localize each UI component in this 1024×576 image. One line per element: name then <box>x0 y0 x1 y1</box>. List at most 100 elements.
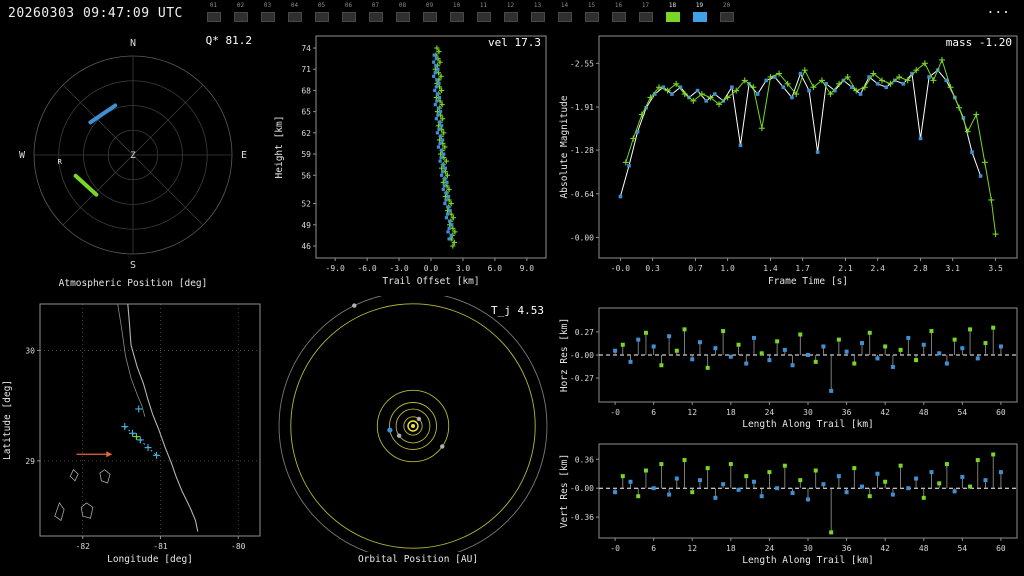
frame-number: 15 <box>578 2 605 10</box>
frame-17[interactable]: 17 <box>632 2 659 22</box>
svg-text:N: N <box>130 38 136 49</box>
frame-box <box>423 12 437 22</box>
frame-02[interactable]: 02 <box>227 2 254 22</box>
frame-number: 01 <box>200 2 227 10</box>
svg-text:42: 42 <box>880 544 890 553</box>
y-axis-label: Latitude [deg] <box>2 380 13 460</box>
frame-04[interactable]: 04 <box>281 2 308 22</box>
svg-text:1.4: 1.4 <box>763 264 778 273</box>
axes-frame <box>599 36 1017 258</box>
frame-box <box>612 12 626 22</box>
svg-text:6: 6 <box>651 544 656 553</box>
svg-text:-1.28: -1.28 <box>570 146 594 155</box>
frame-03[interactable]: 03 <box>254 2 281 22</box>
frame-number: 18 <box>659 2 686 10</box>
overflow-menu[interactable]: ... <box>987 2 1010 17</box>
svg-text:0.7: 0.7 <box>688 264 703 273</box>
svg-text:-0.00: -0.00 <box>570 351 594 360</box>
frame-number: 20 <box>713 2 740 10</box>
svg-text:E: E <box>241 150 247 161</box>
frame-number: 17 <box>632 2 659 10</box>
svg-text:6.0: 6.0 <box>488 264 503 273</box>
svg-text:71: 71 <box>301 65 311 74</box>
frame-10[interactable]: 10 <box>443 2 470 22</box>
vert-residuals <box>613 452 1003 534</box>
frame-19[interactable]: 19 <box>686 2 713 22</box>
frame-selector[interactable]: 0102030405060708091011121314151617181920 <box>200 2 740 22</box>
frame-box <box>558 12 572 22</box>
svg-text:12: 12 <box>687 544 697 553</box>
frame-01[interactable]: 01 <box>200 2 227 22</box>
svg-text:46: 46 <box>301 242 311 251</box>
svg-text:12: 12 <box>687 408 697 417</box>
atmospheric-position-panel: NSEWZRQ* 81.2Atmospheric Position [deg] <box>0 28 270 296</box>
svg-text:3.5: 3.5 <box>988 264 1003 273</box>
frame-18[interactable]: 18 <box>659 2 686 22</box>
svg-text:1.7: 1.7 <box>795 264 810 273</box>
station-2-track <box>90 106 115 123</box>
frame-number: 12 <box>497 2 524 10</box>
frame-box <box>477 12 491 22</box>
y-axis-label: Vert Res [km] <box>559 454 570 528</box>
svg-text:54: 54 <box>958 544 968 553</box>
svg-text:-81: -81 <box>153 542 168 551</box>
frame-20[interactable]: 20 <box>713 2 740 22</box>
panel-annotation: T_j 4.53 <box>491 304 544 317</box>
svg-text:24: 24 <box>765 408 775 417</box>
svg-text:-82: -82 <box>76 542 91 551</box>
svg-text:60: 60 <box>996 408 1006 417</box>
lake-outline <box>100 470 110 483</box>
frame-11[interactable]: 11 <box>470 2 497 22</box>
svg-text:0.36: 0.36 <box>575 455 594 464</box>
y-axis-label: Horz Res [km] <box>559 318 570 392</box>
svg-text:Z: Z <box>130 151 136 161</box>
frame-06[interactable]: 06 <box>335 2 362 22</box>
svg-text:62: 62 <box>301 129 311 138</box>
svg-text:74: 74 <box>301 44 311 53</box>
frame-number: 06 <box>335 2 362 10</box>
frame-number: 14 <box>551 2 578 10</box>
svg-text:-1.91: -1.91 <box>570 103 594 112</box>
frame-05[interactable]: 05 <box>308 2 335 22</box>
svg-text:0.27: 0.27 <box>575 328 594 337</box>
frame-15[interactable]: 15 <box>578 2 605 22</box>
horz-residuals <box>613 326 1003 393</box>
frame-16[interactable]: 16 <box>605 2 632 22</box>
frame-box <box>531 12 545 22</box>
orbit-layers <box>279 296 547 560</box>
frame-09[interactable]: 09 <box>416 2 443 22</box>
frame-08[interactable]: 08 <box>389 2 416 22</box>
svg-text:-0.27: -0.27 <box>570 374 594 383</box>
svg-text:42: 42 <box>880 408 890 417</box>
lake-outline <box>55 503 64 521</box>
frame-box <box>369 12 383 22</box>
x-axis-label: Length Along Trail [km] <box>742 419 874 430</box>
svg-text:2.8: 2.8 <box>913 264 928 273</box>
frame-box <box>288 12 302 22</box>
svg-text:48: 48 <box>919 408 929 417</box>
frame-number: 02 <box>227 2 254 10</box>
orbital-position-panel: T_j 4.53Orbital Position [AU] <box>270 296 555 576</box>
frame-number: 11 <box>470 2 497 10</box>
frame-box <box>450 12 464 22</box>
frame-number: 19 <box>686 2 713 10</box>
coastline <box>128 304 198 532</box>
frame-07[interactable]: 07 <box>362 2 389 22</box>
svg-text:-0.00: -0.00 <box>570 234 594 243</box>
svg-text:52: 52 <box>301 200 311 209</box>
svg-text:56: 56 <box>301 171 311 180</box>
frame-box <box>720 12 734 22</box>
frame-box <box>315 12 329 22</box>
panel-annotation: mass -1.20 <box>946 36 1012 49</box>
residuals-panel: -061218243036424854600.27-0.00-0.27Lengt… <box>555 296 1024 576</box>
svg-text:-0.00: -0.00 <box>570 484 594 493</box>
frame-12[interactable]: 12 <box>497 2 524 22</box>
frame-14[interactable]: 14 <box>551 2 578 22</box>
frame-number: 09 <box>416 2 443 10</box>
frame-number: 03 <box>254 2 281 10</box>
height-trail-offset-panel: -9.0-6.0-3.00.03.06.09.04649525659626568… <box>270 28 555 296</box>
frame-number: 07 <box>362 2 389 10</box>
frame-13[interactable]: 13 <box>524 2 551 22</box>
x-axis-label: Trail Offset [km] <box>382 276 479 287</box>
svg-text:36: 36 <box>842 544 852 553</box>
